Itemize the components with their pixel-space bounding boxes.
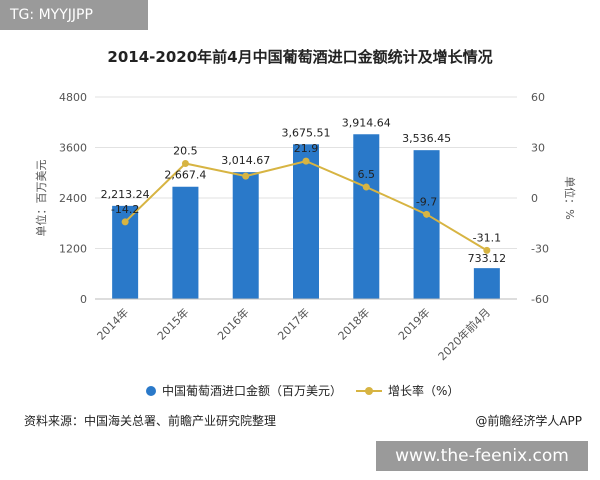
bar xyxy=(473,268,500,299)
x-tick-label: 2015年 xyxy=(154,305,191,342)
chart: 2,213.24 2,667.4 3,014.67 3,675.51 3,914.64 3… xyxy=(34,91,577,363)
y-tick-label: 2400 xyxy=(59,192,87,205)
legend-bar-label: 中国葡萄酒进口金额（百万美元） xyxy=(162,384,343,398)
line-point xyxy=(423,210,431,218)
y2-tick-label: 30 xyxy=(531,142,545,155)
bar-value-label: 3,914.64 xyxy=(342,116,391,129)
line-value-label: -31.1 xyxy=(473,231,501,244)
y-tick-label: 1200 xyxy=(59,243,87,256)
bar-value-label: 733.12 xyxy=(468,252,507,265)
line-point xyxy=(362,183,370,191)
x-tick-label: 2019年 xyxy=(395,305,432,342)
chart-title: 2014-2020年前4月中国葡萄酒进口金额统计及增长情况 xyxy=(107,48,493,66)
y2-tick-label: 60 xyxy=(531,91,545,104)
y2-axis-title: 单位：% xyxy=(563,176,577,219)
line-value-label: 21.9 xyxy=(294,142,319,155)
bar-value-label: 3,014.67 xyxy=(221,154,270,167)
x-tick-label: 2016年 xyxy=(214,305,251,342)
legend-line-label: 增长率（%） xyxy=(388,384,460,398)
line-series xyxy=(121,157,491,254)
data-labels: 2,213.24 2,667.4 3,014.67 3,675.51 3,914.64 3… xyxy=(101,116,506,265)
y-tick-label: 3600 xyxy=(59,142,87,155)
line-value-label: -14.2 xyxy=(111,203,139,216)
line-value-label: -9.7 xyxy=(416,195,437,208)
top-watermark: TG: MYYJJPP xyxy=(0,0,148,30)
y-axis-title: 单位：百万美元 xyxy=(34,160,48,237)
legend-line-marker xyxy=(356,386,382,396)
y-tick-label: 4800 xyxy=(59,91,87,104)
legend-item-line: 增长率（%） xyxy=(356,382,459,399)
bar-value-label: 3,536.45 xyxy=(402,132,451,145)
legend-item-bar: 中国葡萄酒进口金额（百万美元） xyxy=(146,382,342,399)
x-tick-label: 2020年前4月 xyxy=(435,305,493,363)
y-tick-label: 0 xyxy=(80,293,87,306)
x-tick-label: 2017年 xyxy=(275,305,312,342)
line-value-label: 20.5 xyxy=(173,144,198,157)
bar xyxy=(353,134,380,299)
bar-value-label: 2,213.24 xyxy=(101,188,150,201)
y2-tick-label: -60 xyxy=(531,293,549,306)
line-point xyxy=(483,246,491,254)
line-point xyxy=(302,157,310,165)
legend-bar-marker xyxy=(146,385,156,396)
bottom-watermark: www.the-feenix.com xyxy=(376,441,588,471)
y2-tick-label: -30 xyxy=(531,243,549,256)
source-note: 资料来源：中国海关总署、前瞻产业研究院整理 xyxy=(24,414,277,428)
legend: 中国葡萄酒进口金额（百万美元） 增长率（%） xyxy=(0,382,600,402)
bar-value-label: 2,667.4 xyxy=(164,169,206,182)
bar xyxy=(232,172,259,299)
line-value-label: 6.5 xyxy=(358,168,376,181)
bar-value-label: 3,675.51 xyxy=(282,126,331,139)
x-tick-label: 2014年 xyxy=(94,305,131,342)
bar xyxy=(172,186,199,299)
brand-label: @前瞻经济学人APP xyxy=(475,414,582,428)
line-point xyxy=(242,172,250,180)
y2-tick-label: 0 xyxy=(531,192,538,205)
x-tick-label: 2018年 xyxy=(335,305,372,342)
bar xyxy=(293,144,319,299)
line-point xyxy=(181,159,189,167)
bar xyxy=(413,150,440,299)
line-point xyxy=(121,218,129,226)
